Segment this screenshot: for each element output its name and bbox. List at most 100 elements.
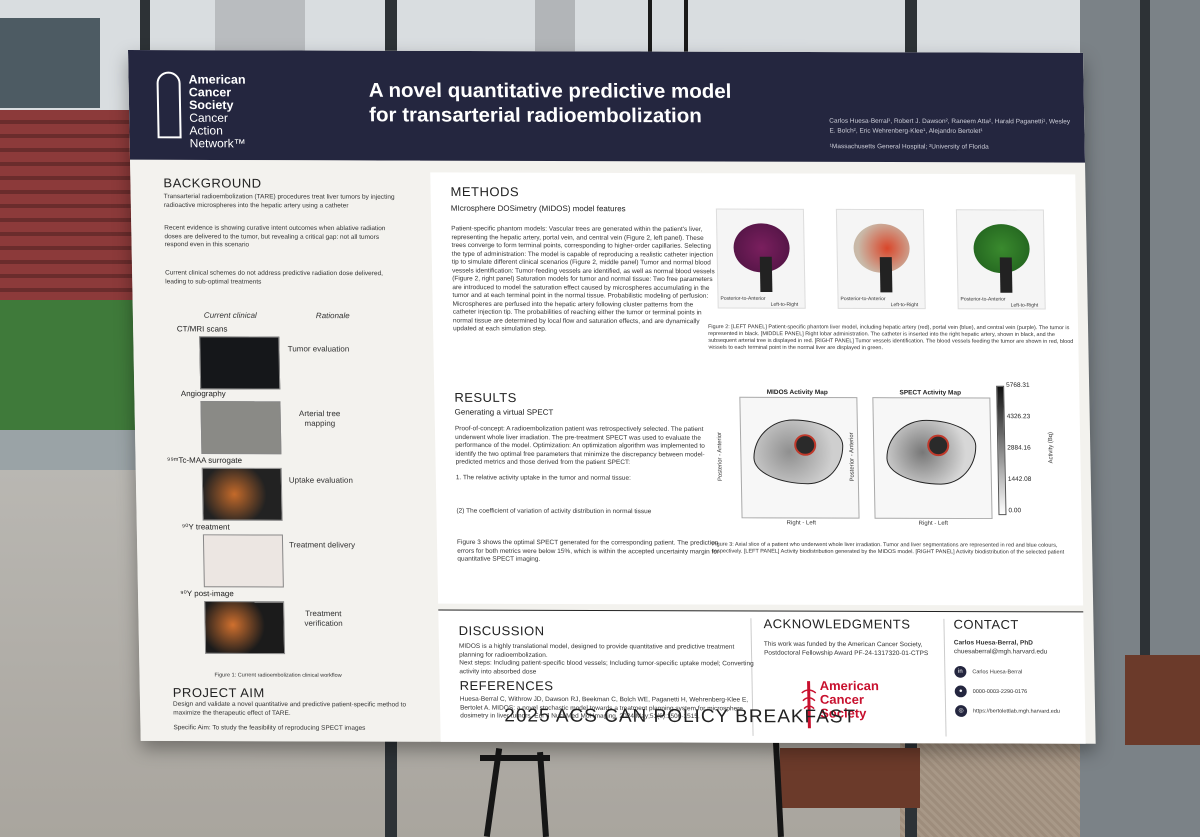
- figure-2-caption: Figure 2: [LEFT PANEL] Patient-specific …: [708, 324, 1074, 352]
- workflow-step-name: CT/MRI scans: [176, 324, 228, 334]
- discussion-heading: DISCUSSION: [458, 623, 545, 639]
- stadium-stands: [0, 110, 140, 300]
- references-heading: REFERENCES: [459, 678, 554, 694]
- acknowledgments: ACKNOWLEDGMENTS This work was funded by …: [763, 616, 934, 658]
- ack-text: This work was funded by the American Can…: [763, 640, 929, 657]
- angiography-image: [200, 401, 282, 455]
- tumor-mass: [759, 256, 773, 293]
- workflow-step-reason: Arterial tree mapping: [298, 409, 341, 428]
- results-heading: RESULTS: [454, 390, 517, 405]
- map-axis-label: Posterior - Anterior: [716, 431, 724, 482]
- workflow-step-reason: Treatment delivery: [289, 540, 356, 550]
- results-text: Proof-of-concept: A radioembolization pa…: [454, 425, 705, 467]
- workflow-step-name: ⁹⁰Y treatment: [181, 522, 230, 532]
- colorbar-tick: 5768.31: [1006, 381, 1030, 389]
- research-poster: American Cancer Society Cancer Action Ne…: [128, 50, 1096, 744]
- workflow-step-reason: Tumor evaluation: [287, 344, 350, 354]
- midos-activity-map: [739, 396, 860, 519]
- contact-orcid: ● 0000-0003-2290-0176: [954, 685, 1028, 698]
- axis-label: Posterior-to-Anterior: [840, 296, 886, 303]
- poster-title: A novel quantitative predictive model fo…: [368, 79, 732, 128]
- catheter: [879, 257, 893, 293]
- aim-text: Design and validate a novel quantitative…: [172, 700, 407, 717]
- background-text: Recent evidence is showing curative inte…: [164, 224, 386, 249]
- axis-label: Posterior-to-Anterior: [720, 295, 766, 302]
- poster-header: American Cancer Society Cancer Action Ne…: [128, 50, 1086, 163]
- workflow-col-label: Current clinical: [203, 310, 257, 320]
- acs-can-logo: American Cancer Society Cancer Action Ne…: [148, 60, 270, 151]
- affiliations: ¹Massachusetts General Hospital; ²Univer…: [829, 143, 989, 151]
- workflow-step-reason: Treatment verification: [304, 609, 343, 628]
- capitol-dome-icon: [156, 71, 182, 139]
- axis-label: Posterior-to-Anterior: [960, 296, 1006, 303]
- map-axis-label: Posterior - Anterior: [848, 432, 856, 482]
- easel-top: [648, 0, 688, 82]
- figure-2-middle-panel: Posterior-to-Anterior Left-to-Right: [835, 208, 926, 310]
- results-text: Figure 3 shows the optimal SPECT generat…: [456, 539, 720, 563]
- contact-email: chuesaberral@mgh.harvard.edu: [953, 647, 1048, 655]
- workflow-step-name: Angiography: [180, 389, 226, 399]
- liver-illustration: [202, 534, 284, 588]
- colorbar-tick: 2884.16: [1007, 444, 1031, 452]
- contact-heading: CONTACT: [953, 616, 1020, 632]
- workflow-step-name: ⁹⁰Y post-image: [180, 589, 234, 599]
- event-title: 2025 ACS CAN POLICY BREAKFAST: [504, 705, 857, 728]
- workflow-col-label: Rationale: [315, 311, 350, 321]
- methods-heading: METHODS: [450, 184, 520, 200]
- figure-1-caption: Figure 1: Current radioembolization clin…: [214, 672, 342, 679]
- figure-2-right-panel: Posterior-to-Anterior Left-to-Right: [955, 209, 1046, 310]
- liver-slice: [885, 419, 977, 485]
- axis-label: Left-to-Right: [890, 302, 919, 309]
- contact-website: ◎ https://bertolettlab.mgh.harvard.edu: [954, 705, 1075, 717]
- aim-heading: PROJECT AIM: [172, 685, 265, 701]
- background-text: Transarterial radioembolization (TARE) p…: [163, 193, 395, 209]
- tumor-mass: [999, 257, 1013, 293]
- axis-label: Left-to-Right: [770, 301, 799, 308]
- linkedin-icon: in: [954, 665, 967, 678]
- workflow-step-reason: Uptake evaluation: [288, 475, 353, 485]
- background-text: Current clinical schemes do not address …: [165, 269, 384, 286]
- specific-aim-text: Specific Aim: To study the feasibility o…: [173, 724, 366, 732]
- logo-text: Network™: [189, 136, 246, 151]
- window-sill: [780, 748, 920, 808]
- post-image: [204, 600, 286, 655]
- tumor-contour: [927, 434, 950, 457]
- workflow-step-name: ⁹⁹ᵐTc-MAA surrogate: [166, 455, 243, 465]
- globe-icon: ◎: [954, 705, 968, 717]
- methods-text: Patient-specific phantom models: Vascula…: [451, 225, 715, 333]
- figure-3-caption: Figure 3: Axial slice of a patient who u…: [712, 541, 1065, 556]
- results-subheading: Generating a virtual SPECT: [454, 407, 554, 417]
- ack-heading: ACKNOWLEDGMENTS: [763, 616, 911, 632]
- poster-authors: Carlos Huesa-Berral¹, Robert J. Dawson²,…: [829, 117, 1075, 153]
- axis-label: Left-to-Right: [1010, 302, 1039, 309]
- maa-image: [201, 467, 283, 521]
- background-heading: BACKGROUND: [163, 175, 262, 191]
- colorbar-tick: 4326.23: [1006, 413, 1031, 421]
- stadium-light-tower: [215, 0, 305, 55]
- easel-hook: [480, 755, 550, 761]
- spect-activity-map: [872, 397, 993, 520]
- map-axis-label: Right - Left: [918, 520, 949, 527]
- spect-map-title: SPECT Activity Map: [899, 389, 962, 397]
- discussion-text: MIDOS is a highly translational model, d…: [458, 642, 754, 675]
- contact-name: Carlos Huesa-Berral, PhD: [953, 639, 1034, 647]
- contact-linkedin: in Carlos Huesa-Berral: [954, 665, 1022, 678]
- map-axis-label: Right - Left: [786, 520, 817, 527]
- colorbar-label: Activity (Bq): [1047, 431, 1055, 464]
- orcid-icon: ●: [954, 685, 967, 698]
- acs-sword-icon: [801, 681, 817, 729]
- results-text: (2) The coefficient of variation of acti…: [456, 507, 652, 516]
- colorbar-tick: 0.00: [1008, 507, 1022, 515]
- background-building: [0, 18, 100, 108]
- acs-logo: American Cancer Society: [800, 678, 921, 734]
- figure-2-left-panel: Posterior-to-Anterior Left-to-Right: [715, 208, 806, 309]
- colorbar-tick: 1442.08: [1007, 475, 1032, 483]
- window-mullion: [1140, 0, 1150, 660]
- contact-section: CONTACT Carlos Huesa-Berral, PhD chuesab…: [953, 617, 1084, 657]
- tumor-contour: [794, 434, 817, 456]
- liver-slice: [752, 419, 844, 485]
- methods-subheading: MIcrosphere DOSimetry (MIDOS) model feat…: [450, 203, 626, 214]
- stadium-field: [0, 300, 140, 430]
- ct-scan-image: [199, 336, 281, 390]
